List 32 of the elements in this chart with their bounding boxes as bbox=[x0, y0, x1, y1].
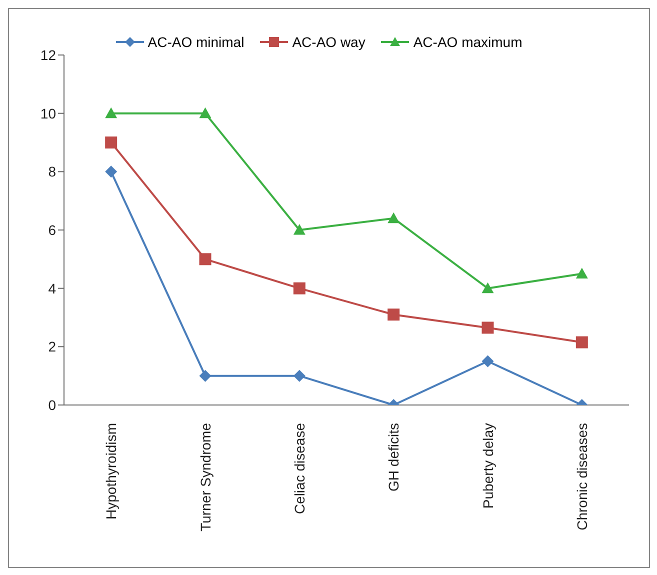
x-tick-label: Puberty delay bbox=[480, 423, 496, 509]
y-tick-label: 0 bbox=[48, 396, 56, 413]
point bbox=[388, 212, 400, 224]
point bbox=[293, 282, 306, 294]
y-tick-label: 4 bbox=[48, 280, 56, 296]
point bbox=[482, 282, 494, 294]
x-tick-label: Chronic diseases bbox=[574, 423, 590, 530]
y-tick-label: 8 bbox=[48, 164, 56, 180]
point bbox=[105, 136, 118, 148]
point bbox=[293, 370, 306, 382]
legend-label: AC-AO maximum bbox=[412, 34, 522, 50]
point bbox=[293, 224, 306, 235]
legend-label: AC-AO way bbox=[291, 34, 366, 50]
point bbox=[199, 107, 212, 118]
point bbox=[576, 336, 588, 348]
point bbox=[199, 370, 212, 382]
point bbox=[482, 322, 494, 334]
point bbox=[576, 268, 588, 279]
legend-label: AC-AO minimal bbox=[146, 34, 244, 50]
x-tick-label: Turner Syndrome bbox=[197, 422, 214, 532]
y-tick-label: 2 bbox=[48, 338, 56, 355]
point bbox=[388, 308, 400, 321]
y-tick-label: 6 bbox=[48, 222, 56, 238]
point bbox=[482, 355, 494, 368]
x-tick-label: Celiac disease bbox=[291, 422, 308, 514]
y-tick-label: 10 bbox=[40, 105, 56, 122]
point bbox=[105, 166, 118, 178]
point bbox=[199, 253, 212, 266]
point bbox=[105, 107, 118, 118]
x-tick-label: GH deficits bbox=[386, 423, 402, 492]
y-tick-label: 12 bbox=[40, 46, 56, 63]
x-tick-label: Hypothyroidism bbox=[103, 423, 120, 520]
